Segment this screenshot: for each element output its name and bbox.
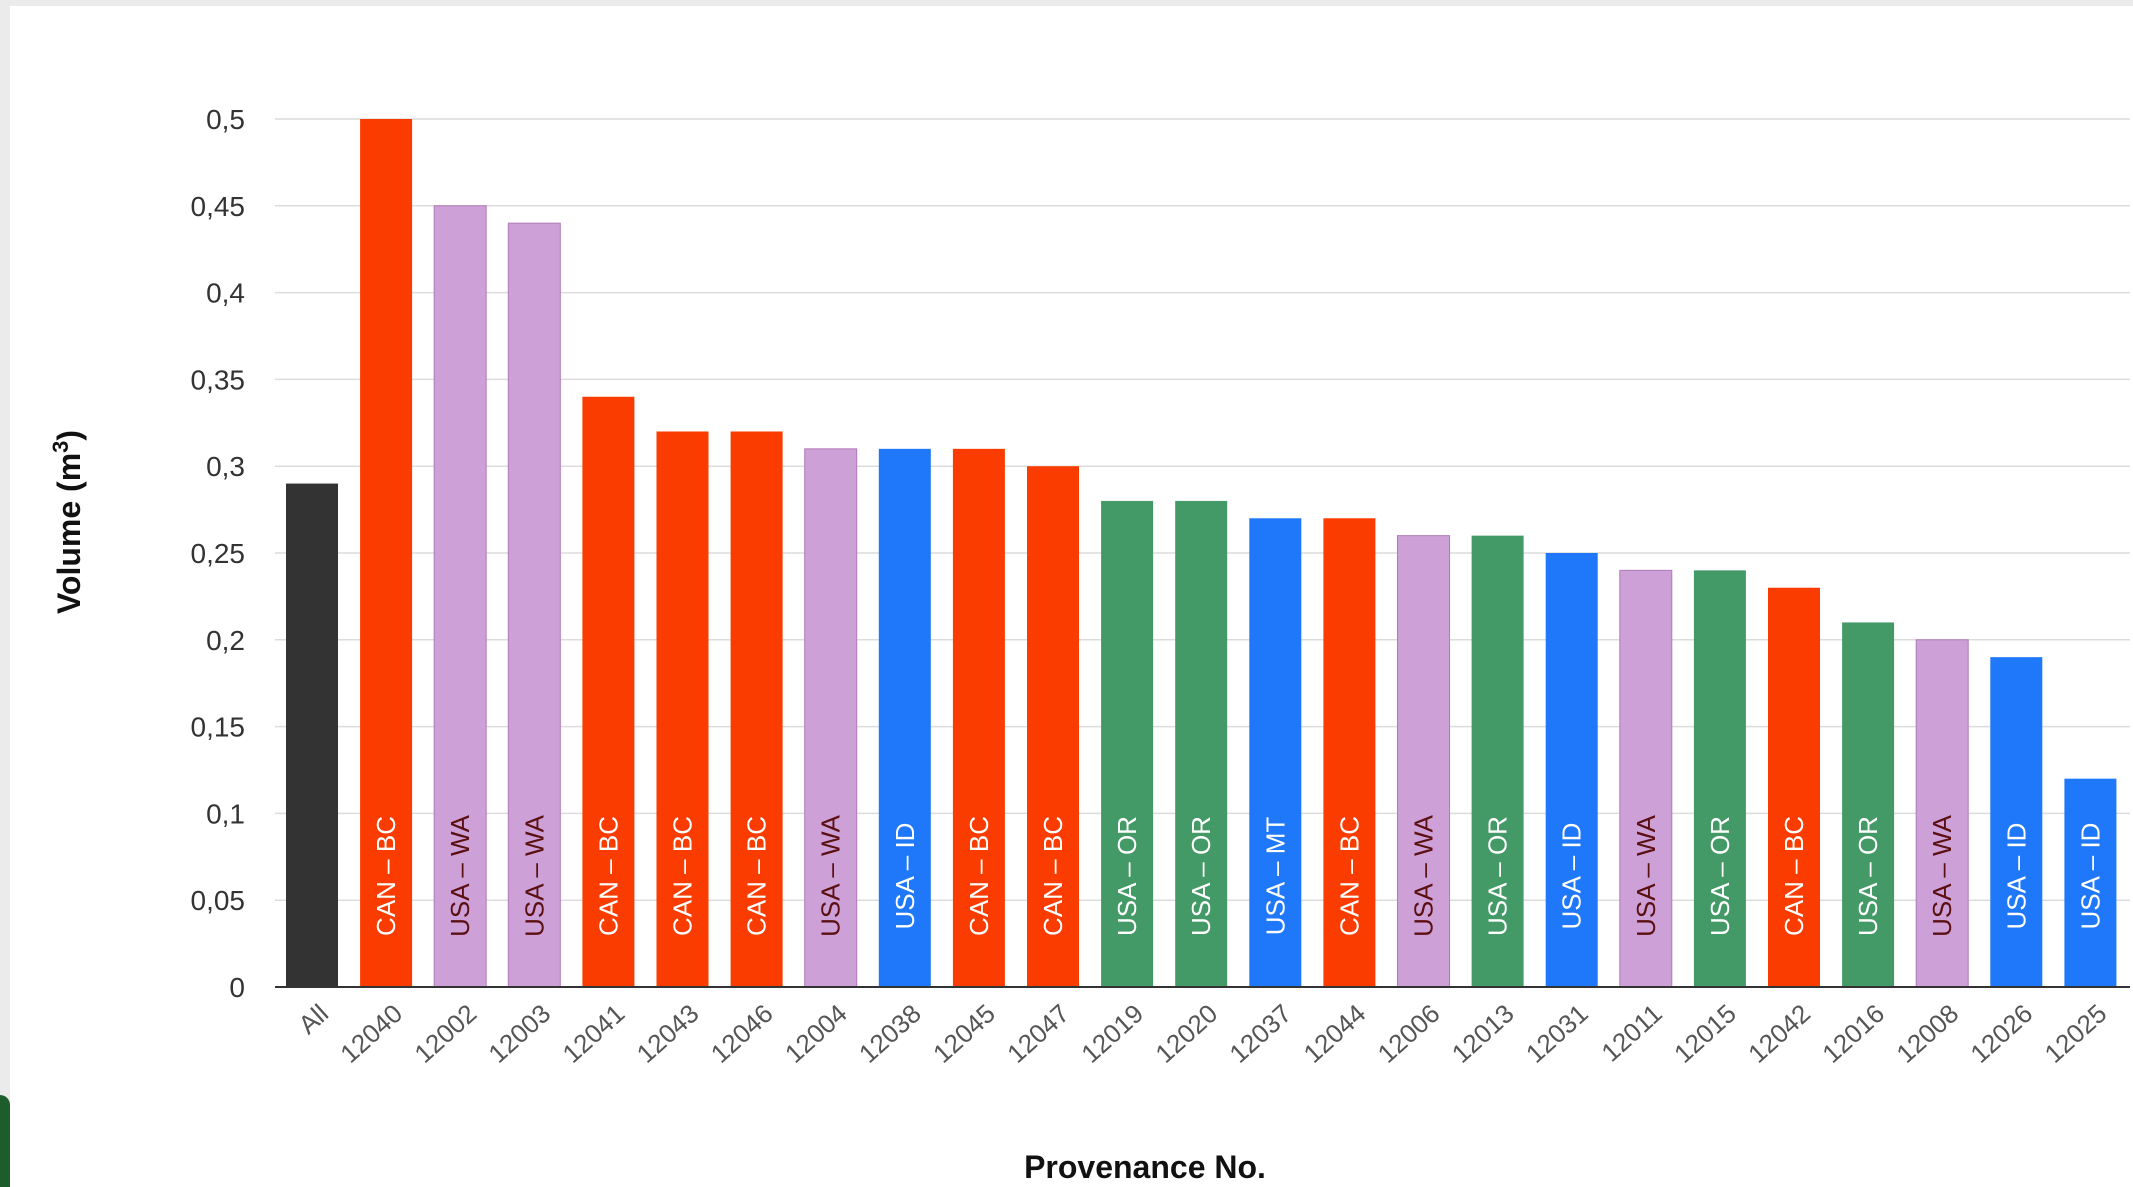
y-tick-label: 0 (229, 972, 245, 1003)
chart-frame: 0 0,05 0,1 0,15 0,2 0,25 0,3 0,35 0,4 0,45 0,5 CAN… (10, 6, 2133, 1187)
corner-accent (0, 1095, 10, 1187)
bar-12013 (1471, 535, 1524, 987)
bar-region-label: USA – OR (1853, 816, 1883, 936)
bar-region-label: USA – WA (1409, 814, 1439, 937)
bar-region-label: CAN – BC (742, 816, 772, 936)
bar-region-label: USA – WA (519, 814, 549, 937)
x-tick-label: 12011 (1595, 998, 1667, 1067)
x-tick-label: 12043 (631, 998, 705, 1069)
y-axis-title: Volume (m3) (48, 430, 87, 614)
x-tick-label: All (292, 998, 334, 1040)
x-tick-label: 12016 (1816, 998, 1890, 1069)
x-tick-label: 12020 (1149, 998, 1223, 1069)
x-tick-label: 12002 (408, 998, 482, 1069)
bar-12044 (1323, 518, 1376, 987)
x-tick-label: 12003 (483, 998, 557, 1069)
bar-12040 (360, 119, 413, 987)
bar-12020 (1175, 500, 1228, 987)
bar-region-label: CAN – BC (964, 816, 994, 936)
bar-region-label: USA – MT (1260, 817, 1290, 936)
x-tick-label: 12026 (1965, 998, 2039, 1069)
bar-region-label: USA – OR (1186, 816, 1216, 936)
bar-region-label: CAN – BC (1038, 816, 1068, 936)
y-axis-tick-labels: 0 0,05 0,1 0,15 0,2 0,25 0,3 0,35 0,4 0,45 0,5 (191, 104, 246, 1003)
bar-12015 (1693, 570, 1746, 987)
x-tick-label: 12042 (1742, 998, 1816, 1069)
x-tick-label: 12040 (334, 998, 408, 1069)
x-tick-label: 12013 (1446, 998, 1520, 1069)
bar-region-labels: CAN – BC USA – WA USA – WA CAN – BC CAN – BC… (371, 814, 2105, 937)
bar-12025 (2064, 778, 2117, 987)
volume-bar-chart: 0 0,05 0,1 0,15 0,2 0,25 0,3 0,35 0,4 0,45 0,5 CAN… (48, 104, 2130, 1185)
x-tick-label: 12047 (1001, 998, 1075, 1069)
y-axis-title-close: ) (51, 430, 87, 441)
bar-All (286, 483, 338, 987)
x-tick-label: 12031 (1520, 998, 1594, 1069)
bar-region-label: USA – OR (1705, 816, 1735, 936)
bar-region-label: USA – WA (816, 814, 846, 937)
bar-region-label: USA – WA (1631, 814, 1661, 937)
bar-12031 (1545, 553, 1598, 987)
bar-12008 (1915, 639, 1969, 988)
bar-12045 (952, 448, 1005, 988)
y-tick-label: 0,25 (191, 538, 246, 569)
bar-12038 (878, 448, 931, 988)
bar-12043 (656, 431, 709, 988)
y-tick-label: 0,1 (206, 798, 245, 829)
bar-12041 (582, 396, 635, 987)
bar-12006 (1397, 535, 1450, 988)
bar-region-label: USA – WA (445, 814, 475, 937)
bar-region-label: USA – OR (1483, 816, 1513, 936)
x-tick-label: 12044 (1298, 998, 1372, 1069)
bar-12011 (1619, 569, 1673, 988)
bar-12016 (1842, 622, 1895, 987)
bar-region-label: CAN – BC (668, 816, 698, 936)
bar-region-label: CAN – BC (593, 816, 623, 936)
x-tick-label: 12046 (705, 998, 779, 1069)
x-tick-label: 12025 (2039, 998, 2113, 1069)
y-axis-title-main: Volume (m (51, 453, 87, 614)
x-tick-label: 12019 (1075, 998, 1149, 1069)
y-tick-label: 0,05 (191, 885, 246, 916)
bar-region-label: USA – ID (1557, 823, 1587, 930)
x-axis-title: Provenance No. (1024, 1149, 1266, 1185)
x-tick-label: 12006 (1372, 998, 1446, 1069)
bar-region-label: USA – ID (2001, 823, 2031, 930)
x-tick-label: 12041 (557, 998, 631, 1069)
bar-region-label: USA – WA (1927, 814, 1957, 937)
y-tick-label: 0,4 (206, 278, 245, 309)
bar-region-label: USA – OR (1112, 816, 1142, 936)
y-tick-label: 0,45 (191, 191, 246, 222)
x-tick-label: 12038 (853, 998, 927, 1069)
bar-12037 (1249, 518, 1302, 987)
x-tick-label: 12015 (1668, 998, 1742, 1069)
bar-12046 (730, 431, 783, 988)
y-tick-label: 0,3 (206, 451, 245, 482)
bar-12042 (1768, 587, 1820, 987)
bar-12019 (1101, 500, 1154, 987)
x-tick-label: 12008 (1890, 998, 1964, 1069)
x-tick-label: 12004 (779, 998, 853, 1069)
x-axis-category-labels: All 12040 12002 12003 12041 12043 12046 12004 12… (292, 998, 2112, 1069)
bar-region-label: USA – ID (890, 823, 920, 930)
y-tick-label: 0,2 (206, 625, 245, 656)
bar-region-label: CAN – BC (371, 816, 401, 936)
x-tick-label: 12037 (1224, 998, 1298, 1069)
y-tick-label: 0,5 (206, 104, 245, 135)
bar-region-label: CAN – BC (1334, 816, 1364, 936)
bar-region-label: CAN – BC (1779, 816, 1809, 936)
y-axis-title-superscript: 3 (48, 441, 73, 453)
bar-region-label: USA – ID (2075, 823, 2105, 930)
y-tick-label: 0,15 (191, 712, 246, 743)
bar-12047 (1027, 466, 1079, 987)
bar-12026 (1990, 657, 2043, 987)
bar-12002 (433, 205, 487, 988)
bars (286, 119, 2117, 988)
y-tick-label: 0,35 (191, 364, 246, 395)
x-tick-label: 12045 (927, 998, 1001, 1069)
